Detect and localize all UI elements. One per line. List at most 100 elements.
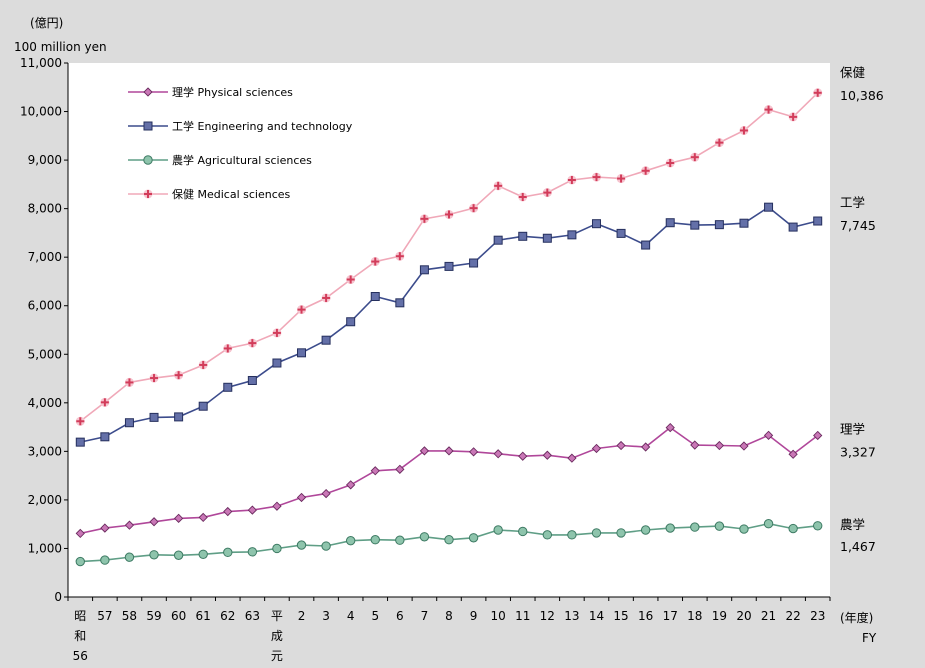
data-point xyxy=(641,240,651,250)
end-label-name: 工学 xyxy=(840,195,865,210)
data-point xyxy=(75,437,85,447)
data-point xyxy=(468,533,479,543)
end-label-value: 3,327 xyxy=(840,444,876,459)
data-point xyxy=(469,203,479,213)
x-tick-label: 60 xyxy=(171,609,186,623)
data-point xyxy=(223,547,233,558)
data-point xyxy=(419,265,429,275)
data-point xyxy=(370,257,380,267)
x-unit-jp: (年度) xyxy=(840,610,873,625)
data-point xyxy=(641,442,651,452)
x-tick-label: 7 xyxy=(421,609,429,623)
data-point xyxy=(616,228,626,238)
data-point xyxy=(739,524,749,534)
x-tick-label: 10 xyxy=(491,609,506,623)
data-point xyxy=(297,348,307,358)
data-point xyxy=(223,343,233,353)
x-tick-label: 15 xyxy=(613,609,628,623)
data-point xyxy=(100,432,110,442)
x-tick-label: 平 xyxy=(271,609,283,623)
x-tick-label: 21 xyxy=(761,609,776,623)
data-point xyxy=(690,522,700,532)
x-tick-label: 16 xyxy=(638,609,653,623)
data-point xyxy=(788,449,798,459)
data-point xyxy=(542,188,552,198)
data-point xyxy=(518,451,528,461)
data-point xyxy=(763,518,774,529)
data-point xyxy=(75,528,85,539)
data-point xyxy=(763,430,774,440)
y-tick-label: 6,000 xyxy=(28,299,62,313)
data-point xyxy=(223,382,233,392)
y-tick-label: 11,000 xyxy=(20,56,62,70)
data-point xyxy=(518,231,528,241)
data-point xyxy=(665,523,675,533)
x-tick-label: 4 xyxy=(347,609,355,623)
x-tick-label: 14 xyxy=(589,609,604,623)
data-point xyxy=(149,412,159,422)
x-tick-label: 12 xyxy=(540,609,555,623)
end-labels: 理学 3,327 工学 7,745 農学 1,467 保健 10,386 xyxy=(840,65,884,554)
data-point xyxy=(567,230,577,240)
x-tick-label: 5 xyxy=(371,609,379,623)
data-point xyxy=(297,305,307,315)
data-point xyxy=(247,338,257,348)
data-point xyxy=(591,528,602,538)
x-tick-label: 59 xyxy=(146,609,161,623)
data-point xyxy=(714,138,724,148)
x-tick-label: 13 xyxy=(564,609,579,623)
data-point xyxy=(567,175,577,185)
data-point xyxy=(616,174,626,184)
data-point xyxy=(542,530,553,540)
series-3 xyxy=(75,88,823,426)
x-tick-label: 9 xyxy=(470,609,478,623)
data-point xyxy=(247,505,257,515)
y-unit-jp: (億円) xyxy=(30,16,63,30)
data-point xyxy=(346,480,356,490)
data-point xyxy=(296,492,307,503)
data-point xyxy=(345,535,356,546)
data-point xyxy=(567,530,577,540)
data-point xyxy=(444,209,454,219)
y-tick-label: 3,000 xyxy=(28,444,62,458)
data-point xyxy=(591,443,602,454)
x-tick-label: 23 xyxy=(810,609,825,623)
data-point xyxy=(321,488,331,499)
end-label-name: 理学 xyxy=(840,421,865,436)
data-point xyxy=(764,105,774,115)
data-point xyxy=(198,401,208,411)
data-point xyxy=(468,447,479,457)
data-point xyxy=(419,446,430,456)
data-point xyxy=(173,513,184,523)
x-tick-label: 58 xyxy=(122,609,137,623)
legend-label: 理学 Physical sciences xyxy=(172,85,293,99)
x-tick-label: 18 xyxy=(687,609,702,623)
y-tick-label: 0 xyxy=(54,590,62,604)
y-tick-label: 9,000 xyxy=(28,153,62,167)
data-point xyxy=(714,440,725,451)
x-tick-label: 20 xyxy=(736,609,751,623)
data-point xyxy=(739,218,749,228)
data-point xyxy=(173,550,184,560)
end-label-value: 10,386 xyxy=(840,88,884,103)
data-point xyxy=(124,377,134,387)
data-point xyxy=(247,375,257,385)
data-point xyxy=(198,512,208,523)
x-tick-label: 62 xyxy=(220,609,235,623)
y-tick-label: 8,000 xyxy=(28,202,62,216)
data-point xyxy=(346,317,356,327)
x-tick-label: 和 xyxy=(74,629,86,643)
x-tick-label: 11 xyxy=(515,609,530,623)
data-point xyxy=(591,219,601,229)
end-label-value: 7,745 xyxy=(840,218,876,233)
data-point xyxy=(75,556,85,567)
legend-label: 保健 Medical sciences xyxy=(172,187,291,201)
x-unit-en: FY xyxy=(862,631,877,645)
data-point xyxy=(149,550,159,560)
legend: 理学 Physical sciences 工学 Engineering and t… xyxy=(128,85,353,201)
y-unit-en: 100 million yen xyxy=(14,40,107,54)
data-point xyxy=(813,521,823,531)
data-point xyxy=(641,166,651,176)
data-point xyxy=(272,358,282,368)
series-2 xyxy=(75,518,823,567)
